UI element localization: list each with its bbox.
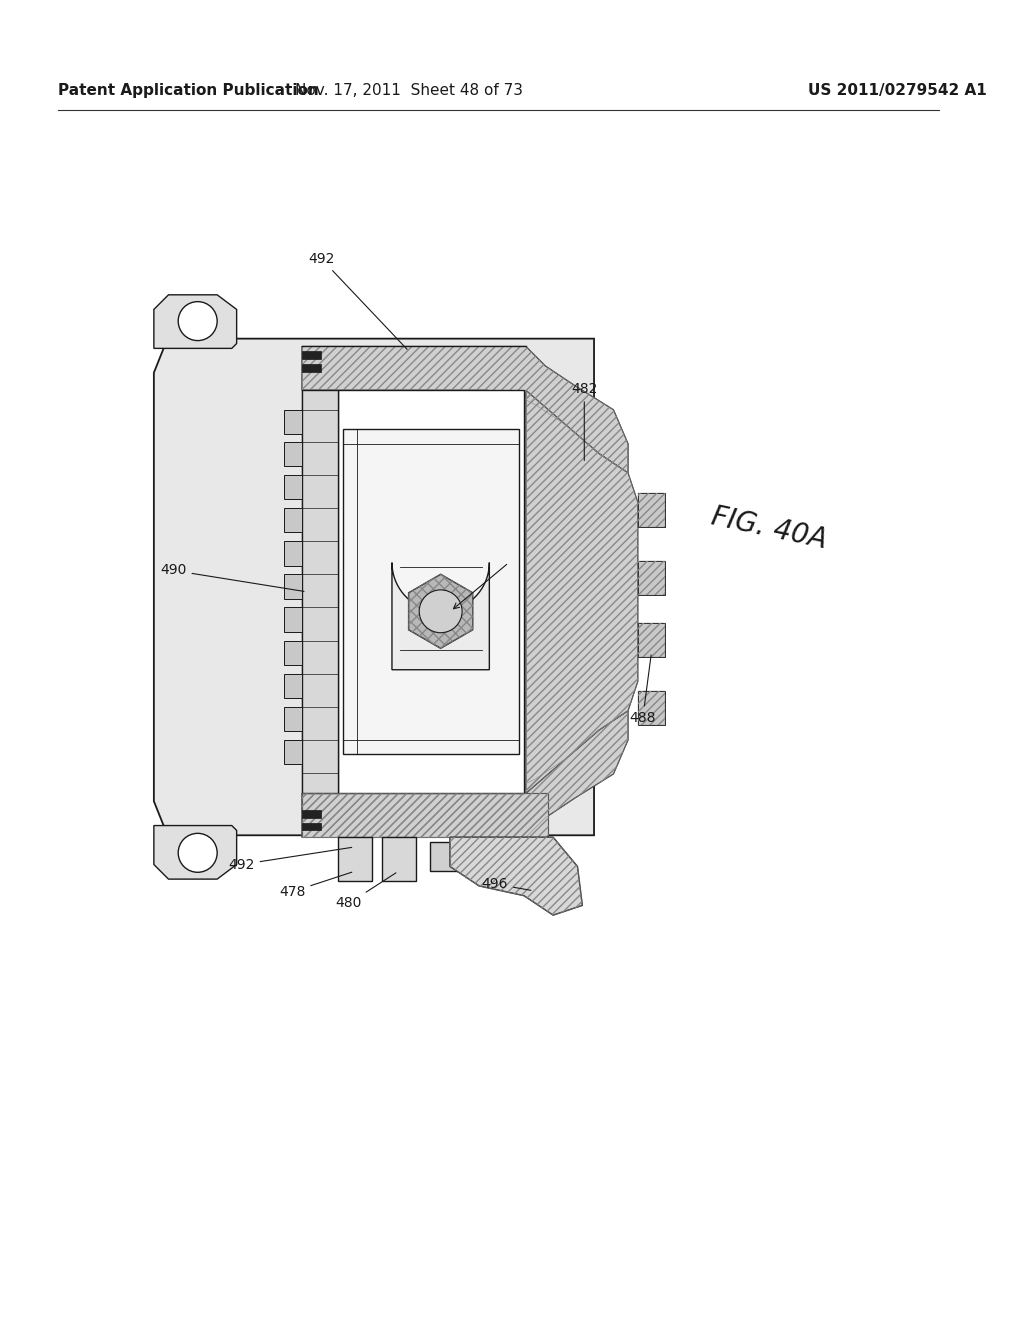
- Polygon shape: [450, 837, 583, 915]
- Bar: [285, 574, 302, 599]
- Bar: [638, 492, 666, 527]
- Bar: [302, 391, 336, 793]
- Bar: [302, 391, 336, 793]
- Bar: [285, 442, 302, 466]
- Bar: [285, 541, 302, 565]
- Text: FIG. 40A: FIG. 40A: [709, 503, 829, 554]
- Text: 478: 478: [279, 873, 352, 899]
- Bar: [285, 739, 302, 764]
- Circle shape: [419, 590, 462, 632]
- Text: 492: 492: [228, 847, 351, 871]
- Text: US 2011/0279542 A1: US 2011/0279542 A1: [808, 83, 987, 98]
- Bar: [338, 837, 372, 880]
- Bar: [302, 391, 336, 793]
- Text: 496: 496: [481, 876, 530, 891]
- Polygon shape: [154, 825, 237, 879]
- Polygon shape: [154, 294, 237, 348]
- Text: 482: 482: [571, 383, 597, 461]
- Bar: [302, 793, 548, 837]
- Polygon shape: [154, 339, 594, 836]
- Bar: [285, 706, 302, 731]
- Circle shape: [178, 833, 217, 873]
- Bar: [285, 475, 302, 499]
- Polygon shape: [409, 574, 473, 648]
- Polygon shape: [392, 562, 489, 669]
- Bar: [302, 810, 322, 818]
- Bar: [285, 508, 302, 532]
- Bar: [430, 842, 484, 871]
- Bar: [382, 837, 416, 880]
- Bar: [638, 623, 666, 657]
- Bar: [285, 640, 302, 665]
- Bar: [302, 351, 322, 359]
- Text: 490: 490: [160, 564, 304, 591]
- Circle shape: [178, 302, 217, 341]
- Bar: [638, 561, 666, 595]
- Text: Nov. 17, 2011  Sheet 48 of 73: Nov. 17, 2011 Sheet 48 of 73: [295, 83, 523, 98]
- Bar: [302, 391, 338, 793]
- Bar: [302, 391, 336, 793]
- Bar: [638, 492, 666, 527]
- Bar: [302, 364, 322, 372]
- Bar: [638, 623, 666, 657]
- Polygon shape: [302, 346, 628, 473]
- Polygon shape: [302, 710, 628, 837]
- Text: Patent Application Publication: Patent Application Publication: [58, 83, 319, 98]
- Bar: [638, 692, 666, 725]
- Bar: [285, 409, 302, 434]
- Bar: [285, 673, 302, 698]
- Bar: [343, 429, 519, 755]
- Text: 492: 492: [308, 252, 408, 350]
- Bar: [285, 607, 302, 632]
- Bar: [302, 822, 322, 830]
- Polygon shape: [526, 391, 638, 793]
- Bar: [638, 561, 666, 595]
- Bar: [638, 692, 666, 725]
- Polygon shape: [338, 391, 524, 793]
- Text: 488: 488: [630, 655, 656, 726]
- Text: 480: 480: [336, 873, 396, 911]
- Bar: [302, 793, 548, 837]
